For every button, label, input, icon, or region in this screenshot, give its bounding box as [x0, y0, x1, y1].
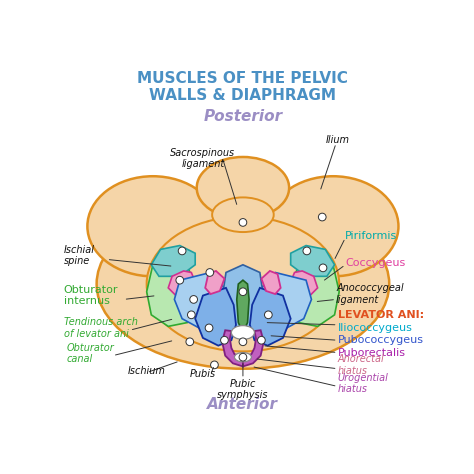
Text: Pubic
symphysis: Pubic symphysis: [217, 379, 269, 401]
Text: Ischial
spine: Ischial spine: [64, 245, 94, 266]
Text: Anorectal
hiatus: Anorectal hiatus: [337, 354, 384, 376]
Circle shape: [303, 247, 310, 255]
Text: Piriformis: Piriformis: [346, 230, 398, 240]
Ellipse shape: [146, 217, 339, 351]
Polygon shape: [291, 246, 335, 276]
Circle shape: [186, 338, 194, 346]
Polygon shape: [146, 253, 198, 327]
Circle shape: [239, 338, 247, 346]
Polygon shape: [243, 330, 264, 366]
Text: Pubococcygeus: Pubococcygeus: [337, 335, 424, 345]
Polygon shape: [174, 273, 228, 328]
Circle shape: [257, 337, 265, 344]
Circle shape: [239, 288, 247, 296]
Text: Obturator
canal: Obturator canal: [66, 343, 114, 364]
Circle shape: [264, 311, 272, 319]
Text: Obturator
internus: Obturator internus: [64, 285, 118, 306]
Ellipse shape: [231, 326, 255, 339]
Polygon shape: [168, 271, 195, 296]
Text: Pubis: Pubis: [190, 369, 216, 379]
Text: Iliococcygeus: Iliococcygeus: [337, 323, 412, 333]
Text: Puborectalis: Puborectalis: [337, 347, 406, 357]
Ellipse shape: [235, 353, 251, 362]
Circle shape: [239, 353, 247, 361]
Polygon shape: [250, 288, 291, 346]
Ellipse shape: [212, 197, 273, 232]
Text: Coccygeus: Coccygeus: [346, 258, 406, 268]
Circle shape: [319, 213, 326, 221]
Text: Ischium: Ischium: [128, 366, 166, 376]
Ellipse shape: [97, 200, 389, 369]
Circle shape: [178, 247, 186, 255]
Text: Anococcygeal
ligament: Anococcygeal ligament: [336, 283, 404, 305]
Polygon shape: [222, 330, 243, 366]
Ellipse shape: [87, 176, 219, 276]
Polygon shape: [261, 271, 281, 294]
Ellipse shape: [197, 157, 289, 219]
Text: Posterior: Posterior: [203, 109, 283, 125]
Text: Sacrospinous
ligament: Sacrospinous ligament: [170, 148, 236, 169]
Polygon shape: [257, 273, 311, 328]
Text: Ilium: Ilium: [326, 135, 350, 145]
Circle shape: [210, 361, 219, 369]
Text: LEVATOR ANI:: LEVATOR ANI:: [337, 310, 424, 320]
Text: Anterior: Anterior: [208, 397, 278, 412]
Circle shape: [190, 296, 198, 303]
Polygon shape: [291, 271, 318, 296]
Polygon shape: [224, 265, 262, 336]
Circle shape: [188, 311, 195, 319]
Polygon shape: [151, 246, 195, 276]
Polygon shape: [195, 288, 236, 346]
Circle shape: [205, 324, 213, 332]
Polygon shape: [237, 280, 249, 333]
Circle shape: [176, 276, 183, 284]
Ellipse shape: [267, 176, 399, 276]
Text: Urogential
hiatus: Urogential hiatus: [337, 373, 389, 394]
Circle shape: [220, 337, 228, 344]
Text: Tendinous arch
of levator ani: Tendinous arch of levator ani: [64, 317, 137, 339]
Circle shape: [206, 269, 214, 276]
Circle shape: [239, 219, 247, 226]
Polygon shape: [205, 271, 225, 294]
Circle shape: [319, 264, 327, 272]
Text: MUSCLES OF THE PELVIC
WALLS & DIAPHRAGM: MUSCLES OF THE PELVIC WALLS & DIAPHRAGM: [137, 71, 348, 103]
Polygon shape: [288, 253, 339, 327]
